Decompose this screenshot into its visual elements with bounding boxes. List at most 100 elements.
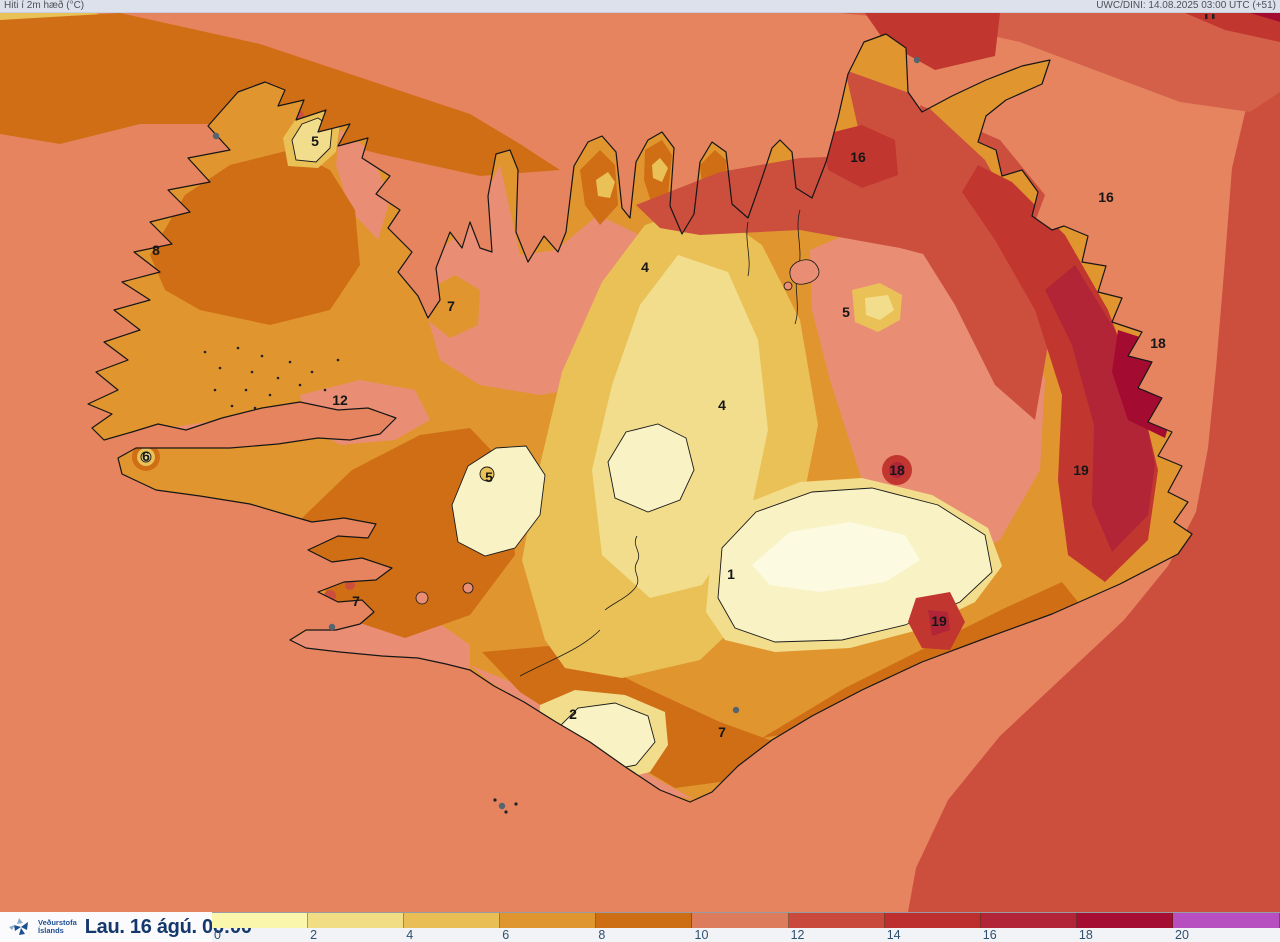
station-dot bbox=[212, 132, 220, 140]
contour-region bbox=[14, 925, 21, 931]
contour-region bbox=[336, 358, 340, 362]
rivers-layer bbox=[415, 209, 820, 677]
colorbar-segment bbox=[788, 913, 885, 928]
contour-region bbox=[592, 255, 768, 598]
contour-region bbox=[840, 13, 1280, 112]
colorbar-tick-label: 10 bbox=[694, 928, 709, 942]
contour-region bbox=[822, 125, 898, 188]
colorbar-segment bbox=[308, 913, 405, 928]
islets-layer bbox=[203, 14, 1215, 814]
contour-region bbox=[746, 221, 750, 277]
contour-region bbox=[493, 798, 497, 802]
contour-region bbox=[789, 259, 820, 285]
colorbar-segment bbox=[692, 913, 789, 928]
temperature-label: 18 bbox=[1150, 335, 1166, 351]
contour-region bbox=[865, 13, 1000, 70]
contour-region bbox=[783, 281, 793, 291]
colorbar-segment bbox=[212, 913, 309, 928]
contour-region bbox=[268, 393, 272, 397]
contour-region bbox=[203, 350, 207, 354]
logo-line2: Íslands bbox=[38, 926, 64, 935]
contour-region bbox=[596, 172, 615, 198]
iceland-coastline bbox=[87, 33, 1193, 803]
contour-region bbox=[250, 370, 254, 374]
station-dot bbox=[328, 623, 336, 631]
contour-region bbox=[479, 466, 495, 482]
contour-region bbox=[928, 610, 950, 636]
contour-region bbox=[451, 445, 546, 557]
colorbar-segment bbox=[404, 913, 501, 928]
contour-region bbox=[218, 366, 222, 370]
temperature-label: 16 bbox=[850, 149, 866, 165]
contour-region bbox=[310, 370, 314, 374]
temperature-label: 5 bbox=[485, 469, 493, 485]
contour-region bbox=[519, 629, 601, 677]
colorbar-ticks: 0 2 4 6 8 10 12 14 16 18 20 bbox=[212, 928, 1280, 942]
contour-region bbox=[1045, 265, 1155, 552]
temperature-label: 6 bbox=[142, 448, 150, 464]
colorbar-tick-label: 16 bbox=[982, 928, 997, 942]
colorbar-tick-label: 2 bbox=[310, 928, 318, 942]
colorbar-segment bbox=[980, 913, 1077, 928]
station-dot bbox=[732, 706, 740, 714]
land-layer bbox=[88, 34, 1192, 802]
station-dot bbox=[913, 56, 921, 64]
contour-region bbox=[865, 295, 894, 320]
temperature-label: 19 bbox=[1073, 462, 1089, 478]
contour-region bbox=[244, 388, 248, 392]
temperature-label: 7 bbox=[718, 724, 726, 740]
contour-region bbox=[889, 462, 905, 478]
contour-region bbox=[230, 404, 234, 408]
contour-region bbox=[9, 925, 15, 930]
contour-region bbox=[1250, 13, 1280, 22]
contour-region bbox=[260, 354, 264, 358]
temperature-colorbar bbox=[212, 912, 1280, 928]
contour-region bbox=[253, 406, 257, 410]
colorbar-tick-label: 6 bbox=[502, 928, 510, 942]
contour-region bbox=[150, 150, 360, 325]
colorbar-segment bbox=[500, 913, 597, 928]
contour-region bbox=[652, 158, 668, 182]
contour-region bbox=[345, 580, 355, 590]
parameter-title: Hiti í 2m hæð (°C) bbox=[4, 0, 85, 11]
contour-region bbox=[288, 360, 292, 364]
contour-region bbox=[504, 810, 508, 814]
contour-region bbox=[428, 275, 480, 338]
temperature-label: 16 bbox=[1098, 189, 1114, 205]
stations-layer bbox=[212, 56, 921, 810]
contour-region bbox=[415, 591, 429, 605]
contour-region bbox=[323, 388, 327, 392]
temperature-label: 5 bbox=[311, 133, 319, 149]
logo-line1: Veðurstofa bbox=[38, 918, 77, 927]
temperature-map[interactable]: 5 8 7 12 6 5 4 4 5 16 16 18 18 19 19 1 7 2 7 bbox=[0, 13, 1280, 912]
contour-region bbox=[140, 451, 152, 463]
vedurstofa-logo-icon bbox=[9, 918, 28, 935]
logo-text: Veðurstofa Íslands bbox=[38, 919, 77, 935]
colorbar-segment bbox=[884, 913, 981, 928]
contour-region bbox=[236, 346, 240, 350]
valid-time: Lau. 16 ágú. 06:00 bbox=[84, 915, 252, 938]
contour-region bbox=[19, 928, 25, 935]
temperature-label: 2 bbox=[569, 706, 577, 722]
contour-region bbox=[1205, 14, 1208, 19]
temperature-label: 12 bbox=[332, 392, 348, 408]
colorbar-segment bbox=[596, 913, 693, 928]
temperature-label: 4 bbox=[718, 397, 726, 413]
temperature-labels-layer: 5 8 7 12 6 5 4 4 5 16 16 18 18 19 19 1 7 2 7 bbox=[142, 133, 1166, 740]
contour-region bbox=[762, 582, 1078, 738]
temperature-label: 7 bbox=[352, 593, 360, 609]
map-header: Hiti í 2m hæð (°C) UWC/DINI: 14.08.2025 … bbox=[0, 0, 1280, 13]
contour-region bbox=[298, 383, 302, 387]
brand-area: Veðurstofa Íslands Lau. 16 ágú. 06:00 bbox=[0, 912, 252, 942]
contour-region bbox=[336, 130, 390, 240]
contour-region bbox=[1212, 14, 1215, 19]
colorbar-segment bbox=[1172, 913, 1280, 928]
contour-region bbox=[604, 535, 640, 611]
contour-region bbox=[908, 64, 1280, 912]
temperature-label: 4 bbox=[641, 259, 649, 275]
temperature-label: 18 bbox=[889, 462, 905, 478]
contour-region bbox=[514, 802, 518, 806]
colorbar-tick-label: 0 bbox=[214, 928, 221, 942]
legend-bar: Veðurstofa Íslands Lau. 16 ágú. 06:00 0 2… bbox=[0, 912, 1280, 942]
